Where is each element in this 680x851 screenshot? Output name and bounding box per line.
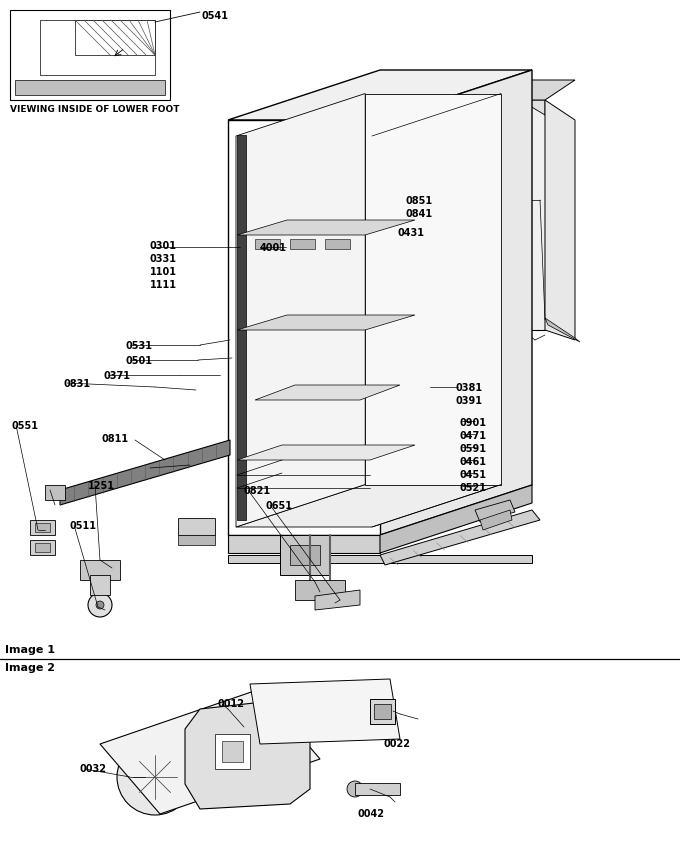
Text: 0511: 0511 [70,521,97,531]
Polygon shape [295,580,345,600]
Polygon shape [178,535,215,545]
Text: 0371: 0371 [104,371,131,381]
Polygon shape [315,590,360,610]
Text: 0012: 0012 [218,699,245,709]
Text: 4001: 4001 [260,243,287,253]
Polygon shape [236,94,365,527]
Polygon shape [75,20,155,55]
Polygon shape [280,535,330,575]
Polygon shape [100,689,320,814]
Polygon shape [228,555,532,563]
Polygon shape [237,220,415,235]
Text: 0551: 0551 [12,421,39,431]
Text: 1251: 1251 [88,481,115,491]
Circle shape [117,739,193,815]
Text: 0301: 0301 [150,241,177,251]
Polygon shape [255,385,400,400]
Text: 0851: 0851 [405,196,432,206]
Polygon shape [290,545,320,565]
Text: 1101: 1101 [150,267,177,277]
Polygon shape [35,523,50,532]
Polygon shape [237,315,415,330]
Polygon shape [510,185,530,210]
Polygon shape [325,239,350,249]
Polygon shape [185,699,310,809]
Polygon shape [228,535,380,553]
Circle shape [347,781,363,797]
Text: 0811: 0811 [102,434,129,444]
Text: 0032: 0032 [80,764,107,774]
Text: 0461: 0461 [460,457,487,467]
Text: 0501: 0501 [125,356,152,366]
Polygon shape [178,518,215,535]
Text: 0381: 0381 [455,383,482,393]
Polygon shape [290,239,315,249]
Text: 0431: 0431 [398,228,425,238]
Polygon shape [237,445,415,460]
Text: 0541: 0541 [202,11,229,21]
Circle shape [145,767,165,787]
Polygon shape [30,520,55,535]
Text: 0471: 0471 [460,431,487,441]
Text: 0022: 0022 [384,739,411,749]
Text: 0831: 0831 [63,379,90,389]
Polygon shape [15,80,165,95]
Polygon shape [90,575,110,595]
Circle shape [88,593,112,617]
Polygon shape [10,10,170,100]
Polygon shape [380,485,532,553]
Polygon shape [228,120,380,535]
Polygon shape [236,484,501,527]
Text: 0451: 0451 [460,470,487,480]
Polygon shape [475,500,515,522]
Polygon shape [374,704,391,719]
Polygon shape [545,100,575,340]
Polygon shape [490,100,545,115]
Text: 0651: 0651 [265,501,292,511]
Polygon shape [35,543,50,552]
Polygon shape [545,318,580,342]
Polygon shape [355,783,400,795]
Polygon shape [490,100,545,330]
Polygon shape [215,734,250,769]
Polygon shape [255,239,280,249]
Text: 1111: 1111 [150,280,177,290]
Polygon shape [45,485,65,500]
Polygon shape [380,510,540,565]
Text: 0331: 0331 [150,254,177,264]
Polygon shape [490,80,575,100]
Polygon shape [30,540,55,555]
Polygon shape [60,440,230,505]
Polygon shape [222,741,243,762]
Polygon shape [490,295,515,330]
Text: 0531: 0531 [125,341,152,351]
Polygon shape [370,699,395,724]
Polygon shape [228,70,532,120]
Polygon shape [40,20,155,75]
Text: 0591: 0591 [460,444,487,454]
Text: 0042: 0042 [357,809,384,819]
Text: Image 1: Image 1 [5,645,55,655]
Circle shape [96,601,104,609]
Polygon shape [380,70,532,535]
Text: VIEWING INSIDE OF LOWER FOOT: VIEWING INSIDE OF LOWER FOOT [10,105,180,114]
Text: 0841: 0841 [405,209,432,219]
Polygon shape [250,679,400,744]
Text: 0821: 0821 [244,486,271,496]
Polygon shape [365,94,501,484]
Text: 0521: 0521 [460,483,487,493]
Text: Image 2: Image 2 [5,663,55,673]
Polygon shape [237,135,246,520]
Polygon shape [480,510,512,530]
Polygon shape [80,560,120,580]
Text: 0901: 0901 [460,418,487,428]
Text: 0391: 0391 [455,396,482,406]
